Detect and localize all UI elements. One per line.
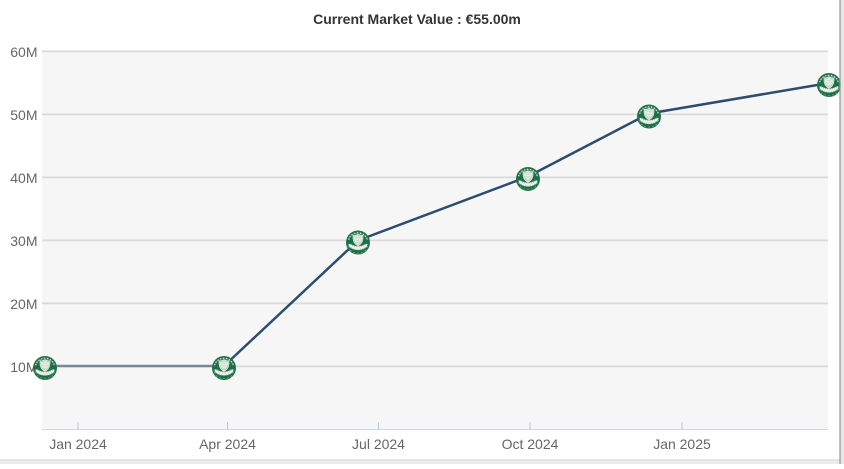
svg-text:40M: 40M (10, 170, 37, 186)
svg-text:50M: 50M (10, 107, 37, 123)
svg-text:10M: 10M (10, 359, 37, 375)
svg-text:Jul 2024: Jul 2024 (352, 436, 405, 452)
svg-text:Oct 2024: Oct 2024 (502, 436, 559, 452)
svg-text:Jan 2025: Jan 2025 (653, 436, 711, 452)
svg-text:Jan 2024: Jan 2024 (49, 436, 107, 452)
svg-text:Current Market Value : €55.00m: Current Market Value : €55.00m (313, 11, 521, 27)
svg-text:Apr 2024: Apr 2024 (199, 436, 256, 452)
svg-text:60M: 60M (10, 44, 37, 60)
svg-text:30M: 30M (10, 233, 37, 249)
svg-text:20M: 20M (10, 296, 37, 312)
